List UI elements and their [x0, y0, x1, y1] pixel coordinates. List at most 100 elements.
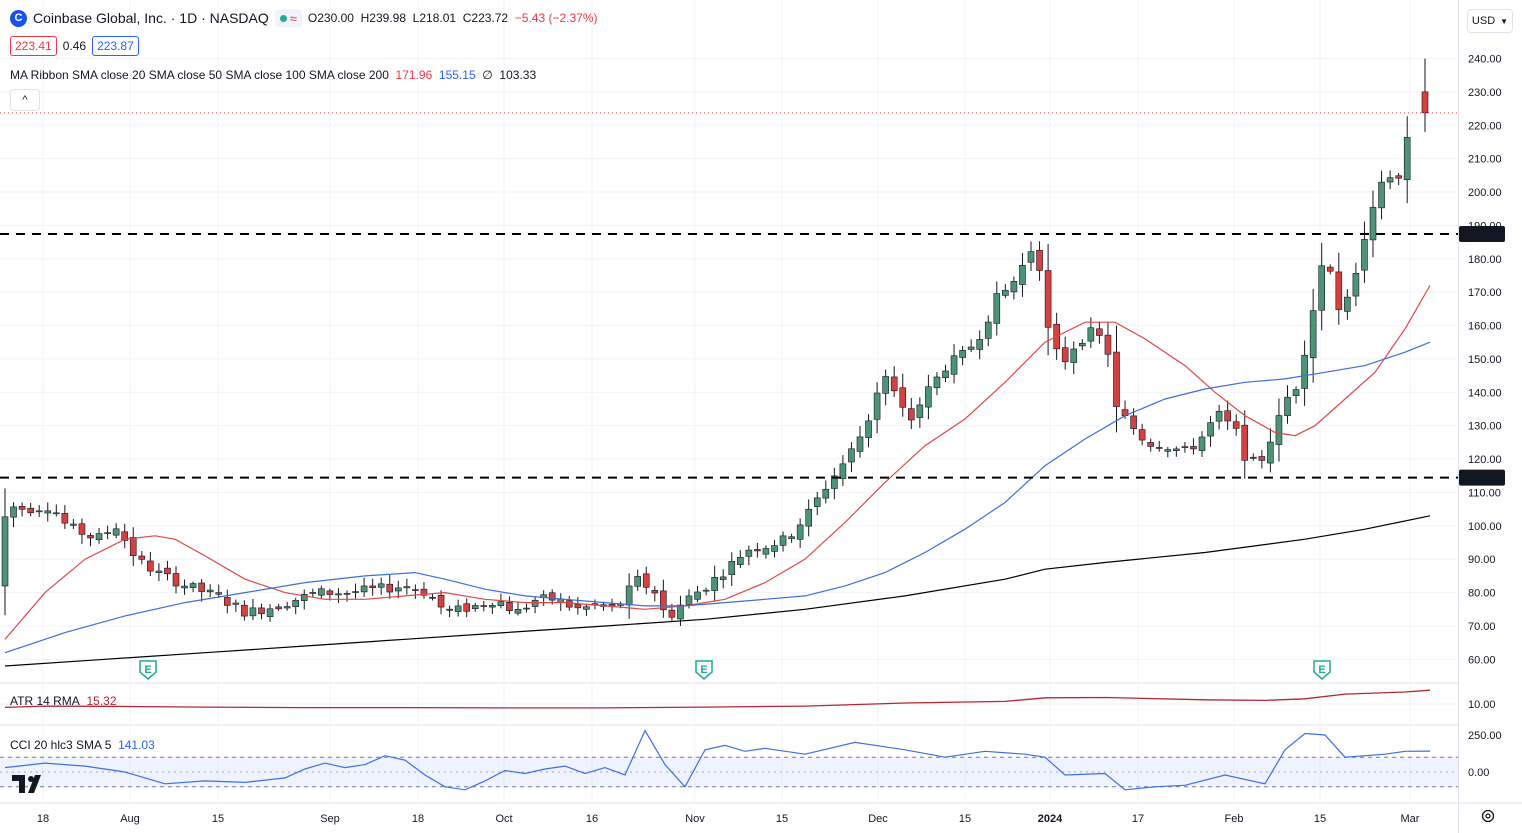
candle-body-last — [1421, 91, 1429, 114]
sma20-value: 171.96 — [395, 68, 433, 82]
candle-body — [873, 392, 881, 420]
moving-averages — [4, 285, 1431, 667]
candle-body — [565, 600, 573, 608]
tradingview-logo-icon[interactable] — [12, 773, 46, 795]
earnings-icon — [695, 660, 713, 680]
candle-body — [335, 593, 342, 596]
candle-body — [899, 387, 907, 408]
candle-body — [1, 516, 9, 587]
price-tick-label: 110.00 — [1468, 487, 1501, 499]
candle-body — [87, 535, 94, 539]
candle-body — [112, 528, 120, 536]
cci-tick-label: 250.00 — [1468, 730, 1502, 742]
time-tick-label: Feb — [1225, 813, 1244, 825]
candle-body — [1378, 181, 1385, 209]
candle-body — [480, 605, 488, 607]
candle-body — [1061, 347, 1069, 363]
cci-label: CCI 20 hlc3 SMA 5 — [10, 738, 112, 752]
candle-body — [1113, 351, 1120, 407]
time-tick-label: Aug — [120, 813, 140, 825]
atr-line — [4, 689, 1431, 709]
market-open-icon — [279, 14, 287, 22]
currency-button[interactable]: USD ▼ — [1467, 9, 1513, 33]
candle-body — [369, 585, 376, 588]
candle-body — [309, 592, 317, 594]
horizontal-levels: 187.43 114.45 E E E — [0, 225, 1505, 680]
ask-price[interactable]: 223.87 — [92, 36, 139, 56]
candle-body — [198, 582, 205, 592]
candle-body — [1258, 456, 1266, 461]
candle-body — [916, 404, 924, 418]
candle-body — [164, 567, 171, 575]
candle-body — [215, 592, 223, 595]
time-tick-label: Nov — [685, 813, 705, 825]
ohlc-low: L218.01 — [412, 11, 457, 25]
time-tick-label: 15 — [959, 813, 971, 825]
candle-body — [771, 545, 778, 552]
candle-body — [266, 608, 274, 617]
sma100-value: ∅ — [482, 68, 493, 82]
price-tick-label: 80.00 — [1468, 588, 1496, 600]
candle-body — [394, 587, 402, 592]
level-low-label: 114.45 — [1463, 473, 1496, 485]
candle-body — [694, 591, 701, 600]
candle-body — [318, 588, 325, 596]
candle-body — [283, 606, 291, 609]
status-pill[interactable]: ≈ — [274, 9, 302, 27]
candle-body — [44, 510, 52, 514]
level-high-label: 187.43 — [1463, 229, 1497, 241]
axes: 240.00230.00220.00210.00200.00190.00180.… — [37, 54, 1502, 826]
candle-body — [745, 549, 753, 557]
candle-body — [360, 585, 368, 593]
sma50-line — [4, 341, 1431, 654]
time-tick-label: Mar — [1401, 813, 1420, 825]
candle-body — [1301, 354, 1308, 389]
candle-body — [1019, 264, 1026, 285]
candle-body — [446, 608, 453, 611]
price-tick-label: 160.00 — [1468, 321, 1502, 333]
candle-body — [984, 321, 992, 339]
level-low-tag — [1459, 469, 1505, 486]
candle-body — [1232, 421, 1240, 429]
time-tick-label: 18 — [37, 813, 49, 825]
sma200-line — [4, 515, 1431, 667]
candle-body — [1369, 207, 1377, 241]
cci-legend[interactable]: CCI 20 hlc3 SMA 5 141.03 — [10, 738, 155, 752]
wave-icon: ≈ — [289, 10, 297, 26]
symbol-title[interactable]: Coinbase Global, Inc. · 1D · NASDAQ — [33, 10, 269, 26]
candle-body — [1130, 415, 1137, 429]
candle-body — [736, 556, 744, 565]
candle-body — [10, 506, 17, 518]
collapse-legend-button[interactable]: ^ — [10, 89, 40, 111]
candle-body — [642, 573, 650, 588]
candle-body — [377, 583, 385, 588]
candle-body — [1036, 249, 1043, 271]
candle-body — [420, 588, 428, 596]
ma-ribbon-legend[interactable]: MA Ribbon SMA close 20 SMA close 50 SMA … — [10, 68, 536, 82]
sma50-value: 155.15 — [438, 68, 476, 82]
candle-body — [1079, 343, 1086, 347]
candle-body — [728, 561, 736, 575]
candle-body — [78, 523, 86, 535]
candle-body — [813, 497, 821, 507]
sma200-value: 103.33 — [499, 68, 537, 82]
bid-price[interactable]: 223.41 — [10, 36, 57, 56]
price-tick-label: 210.00 — [1468, 154, 1502, 166]
price-tick-label: 100.00 — [1468, 521, 1502, 533]
symbol-header: C Coinbase Global, Inc. · 1D · NASDAQ ≈ … — [10, 9, 598, 27]
candle-body — [1361, 239, 1368, 271]
candle-body — [583, 606, 590, 610]
price-tick-label: 240.00 — [1468, 54, 1502, 66]
candle-body — [1070, 348, 1078, 363]
earnings-marker: E — [1313, 660, 1331, 680]
earnings-letter: E — [1318, 664, 1325, 676]
earnings-marker: E — [139, 660, 157, 680]
coinbase-logo-icon: C — [10, 9, 27, 27]
time-tick-label: 15 — [776, 813, 788, 825]
atr-legend[interactable]: ATR 14 RMA 15.32 — [10, 694, 117, 708]
gear-icon[interactable] — [1480, 808, 1496, 824]
candle-body — [839, 463, 847, 479]
candle-body — [1250, 456, 1257, 459]
